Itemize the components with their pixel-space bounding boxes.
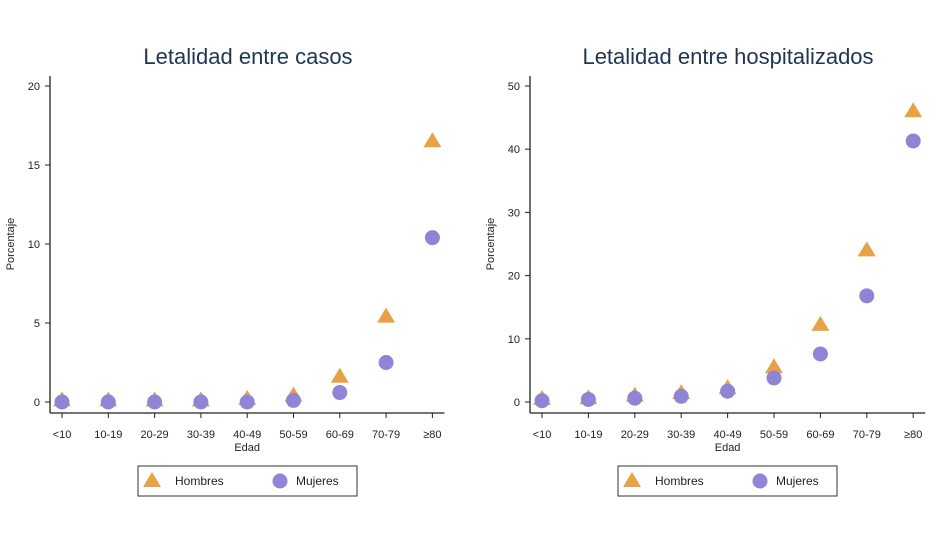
x-tick-label: 20-29 <box>621 429 649 441</box>
data-point-mujeres <box>859 288 875 304</box>
data-point-hombres <box>857 241 876 257</box>
y-axis-label: Porcentaje <box>5 218 17 271</box>
x-tick-label: 10-19 <box>574 429 602 441</box>
chart-title: Letalidad entre hospitalizados <box>582 44 873 69</box>
data-point-mujeres <box>54 394 70 410</box>
y-tick-label: 10 <box>508 334 520 346</box>
x-axis-label: Edad <box>234 442 260 454</box>
x-tick-label: 10-19 <box>94 429 122 441</box>
x-tick-label: ≥80 <box>423 429 441 441</box>
data-point-mujeres <box>286 392 301 408</box>
legend-box <box>617 465 838 497</box>
x-tick-label: 20-29 <box>141 429 169 441</box>
data-point-mujeres <box>812 346 828 362</box>
x-tick-label: 40-49 <box>233 429 261 441</box>
data-point-hombres <box>811 315 830 331</box>
chart-panel-2: Letalidad entre hospitalizados 0 10 20 30 40 5… <box>485 44 926 497</box>
legend-label-hombres: Hombres <box>175 474 224 488</box>
chart-panel-1: Letalidad entre casos 0 5 10 15 20 Porcentaje <… <box>5 44 445 497</box>
data-point-mujeres <box>239 394 255 410</box>
x-tick-label: 70-79 <box>372 429 400 441</box>
legend-triangle-icon <box>623 472 641 487</box>
data-point-mujeres <box>193 394 209 410</box>
y-tick-label: 50 <box>508 81 520 93</box>
legend-circle-icon <box>272 473 288 489</box>
data-point-mujeres <box>534 393 550 409</box>
x-tick-label: 70-79 <box>853 429 881 441</box>
data-point-mujeres <box>905 133 921 149</box>
data-point-mujeres <box>720 383 736 399</box>
y-tick-label: 5 <box>34 318 40 330</box>
legend: Hombres Mujeres <box>137 465 358 497</box>
data-point-hombres <box>330 367 349 383</box>
y-tick-label: 10 <box>28 239 40 251</box>
legend-label-mujeres: Mujeres <box>776 474 819 488</box>
y-tick-label: 0 <box>34 397 40 409</box>
data-point-hombres <box>904 102 923 118</box>
x-tick-label: 50-59 <box>760 429 788 441</box>
chart-title: Letalidad entre casos <box>143 44 352 69</box>
y-tick-label: 20 <box>28 81 40 93</box>
y-tick-label: 40 <box>508 144 520 156</box>
x-tick-label: <10 <box>533 429 552 441</box>
legend-triangle-icon <box>143 472 161 487</box>
x-tick-label: ≥80 <box>904 429 922 441</box>
data-point-hombres <box>423 132 442 148</box>
data-point-mujeres <box>100 394 116 410</box>
y-tick-label: 30 <box>508 207 520 219</box>
x-tick-label: 30-39 <box>667 429 695 441</box>
x-tick-label: 60-69 <box>326 429 354 441</box>
data-point-hombres <box>765 358 783 374</box>
x-axis-label: Edad <box>715 442 741 454</box>
y-tick-label: 0 <box>514 397 520 409</box>
data-point-mujeres <box>673 388 689 404</box>
data-point-mujeres <box>766 370 782 386</box>
x-tick-label: <10 <box>53 429 72 441</box>
legend-box <box>137 465 358 497</box>
data-point-mujeres <box>378 355 394 370</box>
x-tick-label: 50-59 <box>279 429 307 441</box>
legend-circle-icon <box>752 473 768 489</box>
data-point-hombres <box>377 307 396 323</box>
y-tick-label: 20 <box>508 271 520 283</box>
legend-label-mujeres: Mujeres <box>296 474 339 488</box>
data-point-mujeres <box>332 385 348 401</box>
y-tick-label: 15 <box>28 160 40 172</box>
legend: Hombres Mujeres <box>617 465 838 497</box>
x-tick-label: 30-39 <box>187 429 215 441</box>
x-tick-label: 40-49 <box>714 429 742 441</box>
data-point-mujeres <box>424 230 440 246</box>
y-axis-label: Porcentaje <box>485 218 497 271</box>
data-point-mujeres <box>627 390 643 406</box>
x-tick-label: 60-69 <box>806 429 834 441</box>
data-point-mujeres <box>580 391 596 407</box>
legend-label-hombres: Hombres <box>655 474 704 488</box>
data-point-mujeres <box>147 394 163 410</box>
